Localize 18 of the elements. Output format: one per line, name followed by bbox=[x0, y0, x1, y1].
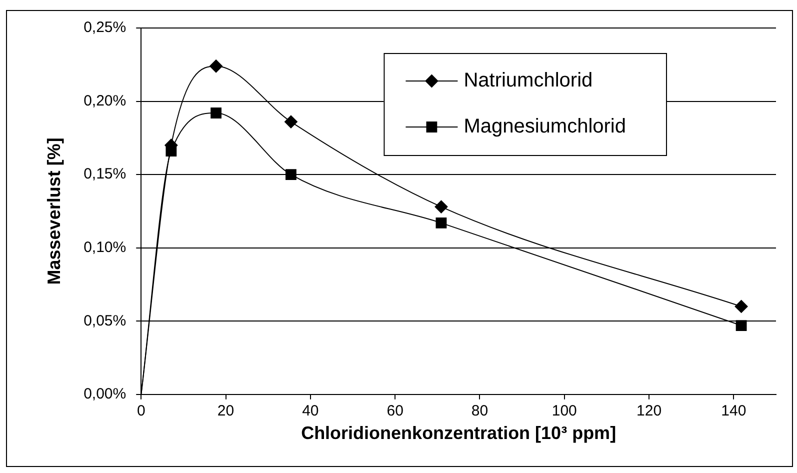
legend-label: Natriumchlorid bbox=[464, 70, 593, 92]
x-tick-label: 20 bbox=[217, 402, 234, 420]
x-tick-label: 140 bbox=[721, 402, 746, 420]
y-tick-label: 0,10% bbox=[84, 238, 126, 256]
x-axis-title: Chloridionenkonzentration [10³ ppm] bbox=[301, 423, 616, 444]
x-tick-label: 80 bbox=[471, 402, 488, 420]
y-tick-label: 0,20% bbox=[84, 92, 126, 110]
x-tick-label: 40 bbox=[302, 402, 319, 420]
y-tick-label: 0,05% bbox=[84, 312, 126, 330]
legend-label: Magnesiumchlorid bbox=[464, 116, 626, 138]
y-tick-label: 0,00% bbox=[84, 386, 126, 403]
y-tick-label: 0,15% bbox=[84, 166, 126, 183]
x-tick-label: 120 bbox=[636, 402, 662, 420]
y-tick-label: 0,25% bbox=[84, 19, 126, 36]
x-tick-label: 60 bbox=[386, 402, 404, 420]
x-tick-label: 100 bbox=[552, 402, 577, 420]
y-axis-title: Masseverlust [%] bbox=[44, 138, 64, 285]
x-tick-label: 0 bbox=[136, 402, 146, 420]
